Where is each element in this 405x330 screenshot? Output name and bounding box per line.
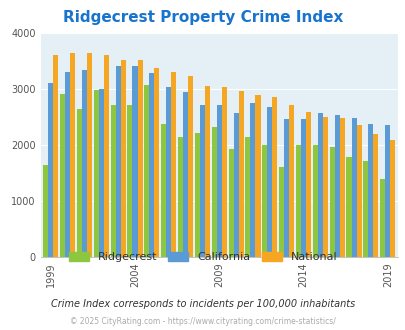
Bar: [43, 165, 48, 257]
Bar: [379, 180, 384, 257]
Bar: [305, 112, 310, 257]
Legend: Ridgecrest, California, National: Ridgecrest, California, National: [64, 248, 341, 267]
Bar: [300, 119, 305, 257]
Bar: [115, 66, 120, 257]
Bar: [137, 60, 142, 257]
Text: Ridgecrest Property Crime Index: Ridgecrest Property Crime Index: [63, 10, 342, 25]
Bar: [284, 119, 288, 257]
Bar: [188, 76, 193, 257]
Bar: [94, 90, 98, 257]
Bar: [216, 105, 221, 257]
Bar: [266, 107, 272, 257]
Bar: [48, 83, 53, 257]
Bar: [334, 115, 339, 257]
Bar: [312, 145, 317, 257]
Bar: [53, 55, 58, 257]
Bar: [87, 53, 92, 257]
Bar: [345, 157, 351, 257]
Bar: [389, 140, 394, 257]
Bar: [110, 105, 115, 257]
Bar: [322, 117, 327, 257]
Bar: [132, 66, 137, 257]
Bar: [120, 60, 126, 257]
Bar: [65, 72, 70, 257]
Bar: [295, 145, 300, 257]
Bar: [233, 113, 238, 257]
Bar: [339, 118, 344, 257]
Bar: [238, 91, 243, 257]
Bar: [351, 118, 356, 257]
Bar: [205, 86, 209, 257]
Bar: [194, 133, 199, 257]
Bar: [356, 125, 361, 257]
Bar: [161, 124, 166, 257]
Bar: [60, 94, 65, 257]
Bar: [373, 134, 377, 257]
Bar: [154, 68, 159, 257]
Bar: [177, 137, 183, 257]
Bar: [367, 124, 373, 257]
Text: © 2025 CityRating.com - https://www.cityrating.com/crime-statistics/: © 2025 CityRating.com - https://www.city…: [70, 317, 335, 326]
Bar: [70, 53, 75, 257]
Bar: [199, 105, 205, 257]
Bar: [250, 103, 255, 257]
Bar: [255, 95, 260, 257]
Bar: [329, 147, 334, 257]
Bar: [228, 148, 233, 257]
Bar: [221, 87, 226, 257]
Bar: [82, 70, 87, 257]
Bar: [317, 113, 322, 257]
Bar: [245, 137, 250, 257]
Bar: [171, 72, 176, 257]
Bar: [262, 145, 266, 257]
Bar: [144, 84, 149, 257]
Bar: [166, 87, 171, 257]
Bar: [362, 161, 367, 257]
Bar: [183, 92, 188, 257]
Bar: [149, 73, 154, 257]
Bar: [98, 89, 104, 257]
Bar: [104, 55, 109, 257]
Bar: [211, 127, 216, 257]
Bar: [272, 97, 277, 257]
Bar: [278, 167, 284, 257]
Bar: [384, 125, 389, 257]
Bar: [127, 105, 132, 257]
Bar: [77, 109, 82, 257]
Text: Crime Index corresponds to incidents per 100,000 inhabitants: Crime Index corresponds to incidents per…: [51, 299, 354, 309]
Bar: [288, 105, 294, 257]
